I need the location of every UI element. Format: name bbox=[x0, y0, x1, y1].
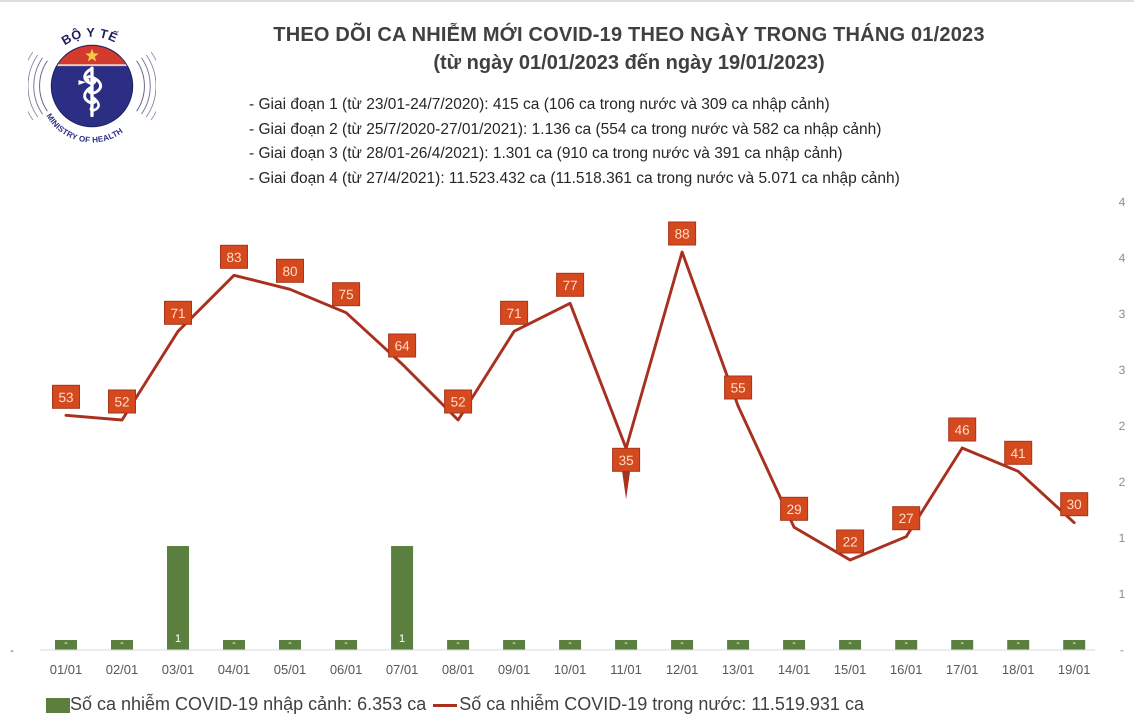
svg-text:29: 29 bbox=[787, 502, 802, 517]
svg-text:75: 75 bbox=[339, 287, 354, 302]
svg-text:-: - bbox=[624, 637, 628, 649]
svg-text:-: - bbox=[1072, 637, 1076, 649]
svg-text:41: 41 bbox=[1011, 446, 1026, 461]
svg-text:13/01: 13/01 bbox=[722, 662, 755, 677]
svg-text:05/01: 05/01 bbox=[274, 662, 307, 677]
svg-text:-: - bbox=[456, 637, 460, 649]
svg-text:-: - bbox=[960, 637, 964, 649]
svg-text:30: 30 bbox=[1067, 497, 1082, 512]
svg-text:53: 53 bbox=[58, 390, 73, 405]
svg-text:27: 27 bbox=[899, 511, 914, 526]
svg-text:04/01: 04/01 bbox=[218, 662, 251, 677]
svg-text:-: - bbox=[232, 637, 236, 649]
svg-text:3: 3 bbox=[1119, 363, 1126, 377]
svg-text:12/01: 12/01 bbox=[666, 662, 699, 677]
svg-text:71: 71 bbox=[170, 306, 185, 321]
svg-text:19/01: 19/01 bbox=[1058, 662, 1091, 677]
svg-text:-: - bbox=[904, 637, 908, 649]
svg-text:10/01: 10/01 bbox=[554, 662, 587, 677]
svg-text:1: 1 bbox=[1119, 531, 1126, 545]
svg-text:1: 1 bbox=[399, 633, 405, 645]
svg-text:06/01: 06/01 bbox=[330, 662, 363, 677]
svg-text:46: 46 bbox=[955, 423, 970, 438]
svg-text:-: - bbox=[568, 637, 572, 649]
svg-text:03/01: 03/01 bbox=[162, 662, 195, 677]
svg-text:71: 71 bbox=[507, 306, 522, 321]
svg-text:4: 4 bbox=[1119, 195, 1126, 209]
svg-text:07/01: 07/01 bbox=[386, 662, 419, 677]
svg-text:01/01: 01/01 bbox=[50, 662, 83, 677]
svg-text:2: 2 bbox=[1119, 419, 1126, 433]
svg-text:-: - bbox=[1120, 643, 1124, 657]
svg-text:88: 88 bbox=[675, 227, 690, 242]
svg-text:4: 4 bbox=[1119, 251, 1126, 265]
svg-text:35: 35 bbox=[619, 453, 634, 468]
svg-text:-: - bbox=[288, 637, 292, 649]
svg-text:52: 52 bbox=[451, 395, 466, 410]
svg-text:15/01: 15/01 bbox=[834, 662, 867, 677]
svg-text:-: - bbox=[736, 637, 740, 649]
svg-text:08/01: 08/01 bbox=[442, 662, 475, 677]
svg-text:-: - bbox=[848, 637, 852, 649]
svg-text:-: - bbox=[512, 637, 516, 649]
svg-text:2: 2 bbox=[1119, 475, 1126, 489]
svg-text:-: - bbox=[344, 637, 348, 649]
svg-text:3: 3 bbox=[1119, 307, 1126, 321]
svg-text:22: 22 bbox=[843, 535, 858, 550]
svg-text:-: - bbox=[120, 637, 124, 649]
svg-text:-: - bbox=[64, 637, 68, 649]
svg-text:16/01: 16/01 bbox=[890, 662, 923, 677]
svg-text:55: 55 bbox=[731, 381, 746, 396]
svg-text:-: - bbox=[792, 637, 796, 649]
svg-text:77: 77 bbox=[563, 278, 578, 293]
svg-text:-: - bbox=[1016, 637, 1020, 649]
svg-text:52: 52 bbox=[114, 395, 129, 410]
svg-text:09/01: 09/01 bbox=[498, 662, 531, 677]
svg-text:80: 80 bbox=[282, 264, 297, 279]
svg-text:18/01: 18/01 bbox=[1002, 662, 1035, 677]
svg-text:-: - bbox=[680, 637, 684, 649]
svg-text:83: 83 bbox=[226, 250, 241, 265]
svg-text:17/01: 17/01 bbox=[946, 662, 979, 677]
svg-text:1: 1 bbox=[1119, 587, 1126, 601]
svg-text:11/01: 11/01 bbox=[610, 662, 642, 677]
svg-text:1: 1 bbox=[175, 633, 181, 645]
svg-text:64: 64 bbox=[395, 339, 411, 354]
svg-text:-: - bbox=[10, 645, 14, 657]
svg-text:14/01: 14/01 bbox=[778, 662, 811, 677]
svg-text:02/01: 02/01 bbox=[106, 662, 139, 677]
